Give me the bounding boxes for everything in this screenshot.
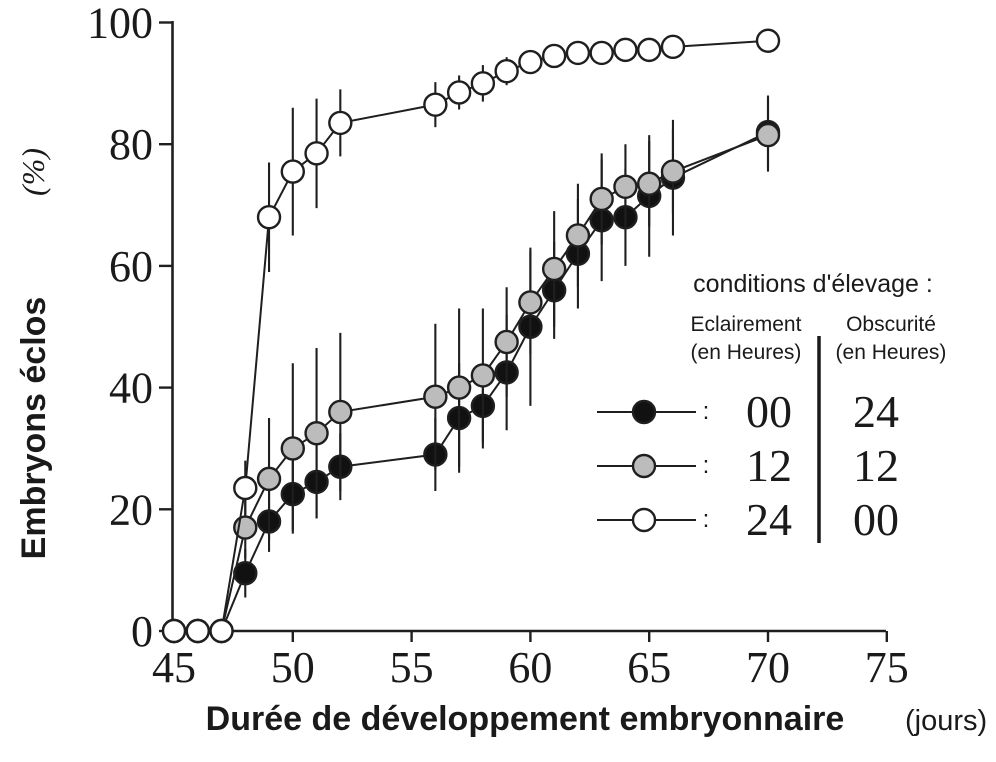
data-point bbox=[256, 205, 282, 230]
legend-col1-subheader: (en Heures) bbox=[691, 341, 802, 364]
data-point bbox=[470, 363, 496, 388]
x-tick-label: 70 bbox=[746, 643, 790, 692]
legend-colon: : bbox=[703, 506, 710, 533]
data-point bbox=[280, 436, 305, 461]
data-point bbox=[304, 141, 329, 166]
y-tick-label: 80 bbox=[109, 120, 153, 169]
series-eclairement-12h-obscurite-12h bbox=[161, 98, 781, 644]
data-point bbox=[613, 174, 638, 199]
data-point bbox=[328, 110, 353, 136]
data-point bbox=[185, 618, 210, 644]
data-point bbox=[280, 159, 305, 184]
data-point bbox=[755, 122, 781, 148]
data-point bbox=[256, 466, 282, 492]
data-point bbox=[637, 171, 662, 196]
x-axis-title: Durée de développement embryonnaire bbox=[206, 700, 845, 738]
legend-row: : 24 00 bbox=[597, 494, 899, 545]
y-axis-title: Embryons éclos bbox=[15, 297, 53, 560]
data-point bbox=[446, 80, 472, 105]
data-point bbox=[423, 92, 448, 117]
data-point bbox=[589, 40, 614, 66]
legend-white-circle bbox=[631, 507, 657, 533]
x-axis-unit: (jours) bbox=[905, 705, 987, 737]
data-point bbox=[161, 618, 187, 644]
x-tick-label: 55 bbox=[390, 643, 434, 692]
legend-col2-header: Obscurité bbox=[846, 313, 936, 336]
y-tick-label: 100 bbox=[87, 0, 153, 48]
data-point bbox=[328, 399, 353, 425]
x-tick-label: 75 bbox=[865, 643, 909, 692]
y-tick-label: 20 bbox=[109, 485, 153, 534]
axes: 45 50 55 60 65 70 75 0 20 40 60 80 100 bbox=[87, 0, 909, 692]
data-point bbox=[755, 28, 781, 53]
data-point bbox=[470, 71, 496, 96]
data-point bbox=[518, 49, 543, 75]
data-point bbox=[660, 159, 686, 184]
data-point bbox=[541, 256, 567, 282]
data-point bbox=[589, 186, 614, 212]
legend-value-light: 24 bbox=[746, 494, 792, 545]
legend-black-circle bbox=[631, 399, 657, 425]
data-point bbox=[660, 34, 686, 60]
y-tick-label: 60 bbox=[109, 242, 153, 291]
legend-gray-circle bbox=[631, 453, 657, 479]
legend-title: conditions d'élevage : bbox=[693, 270, 933, 298]
legend-col1-header: Eclairement bbox=[691, 313, 802, 336]
legend-col2-subheader: (en Heures) bbox=[836, 341, 947, 364]
legend-colon: : bbox=[703, 398, 710, 425]
legend-row: : 12 12 bbox=[597, 440, 899, 491]
data-point bbox=[637, 37, 662, 63]
data-point bbox=[494, 58, 519, 84]
data-point bbox=[565, 223, 591, 248]
legend-colon: : bbox=[703, 452, 710, 479]
data-point bbox=[423, 384, 448, 409]
data-point bbox=[613, 37, 638, 63]
legend-value-light: 12 bbox=[746, 440, 792, 491]
y-axis-unit: (%) bbox=[15, 148, 51, 196]
x-tick-label: 50 bbox=[271, 643, 315, 692]
data-point bbox=[494, 329, 519, 355]
legend-value-light: 00 bbox=[746, 386, 792, 437]
y-tick-label: 0 bbox=[131, 607, 153, 656]
series-eclairement-24h-obscurite-00h bbox=[161, 28, 781, 644]
legend-rows: : 00 24: 12 12: 24 00 bbox=[597, 386, 899, 545]
data-point bbox=[541, 43, 567, 69]
legend-value-dark: 24 bbox=[853, 386, 899, 437]
data-series bbox=[161, 28, 781, 644]
data-point bbox=[518, 290, 543, 315]
data-point bbox=[565, 40, 591, 66]
data-point bbox=[233, 475, 258, 501]
x-tick-label: 65 bbox=[627, 643, 671, 692]
data-point bbox=[209, 618, 234, 644]
legend-value-dark: 00 bbox=[853, 494, 899, 545]
data-point bbox=[304, 421, 329, 446]
series-line bbox=[174, 39, 769, 632]
data-point bbox=[446, 375, 472, 400]
y-tick-label: 40 bbox=[109, 364, 153, 413]
legend-row: : 00 24 bbox=[597, 386, 899, 437]
x-tick-label: 45 bbox=[152, 643, 196, 692]
x-tick-label: 60 bbox=[508, 643, 552, 692]
legend-value-dark: 12 bbox=[853, 440, 899, 491]
